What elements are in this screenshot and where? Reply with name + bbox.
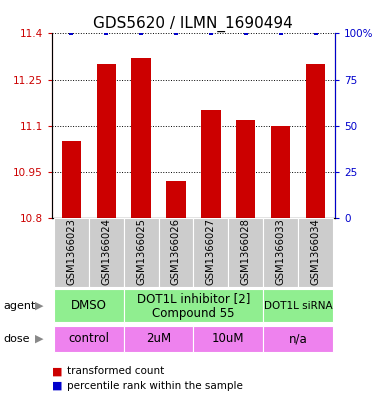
Text: GSM1366026: GSM1366026: [171, 218, 181, 285]
Bar: [54, 289, 124, 322]
Text: ■: ■: [52, 381, 62, 391]
Text: percentile rank within the sample: percentile rank within the sample: [67, 381, 243, 391]
Bar: [193, 218, 228, 287]
Text: GSM1366027: GSM1366027: [206, 218, 216, 285]
Bar: [97, 64, 116, 218]
Text: GSM1366025: GSM1366025: [136, 218, 146, 285]
Bar: [124, 326, 193, 352]
Bar: [62, 141, 81, 218]
Bar: [263, 218, 298, 287]
Bar: [89, 218, 124, 287]
Bar: [236, 119, 256, 218]
Bar: [271, 126, 290, 218]
Bar: [263, 326, 333, 352]
Bar: [124, 289, 263, 322]
Text: transformed count: transformed count: [67, 366, 165, 376]
Text: GSM1366023: GSM1366023: [66, 218, 76, 285]
Text: GSM1366034: GSM1366034: [311, 218, 321, 285]
Text: dose: dose: [4, 334, 30, 344]
Text: control: control: [68, 332, 109, 345]
Text: DMSO: DMSO: [71, 299, 107, 312]
Bar: [166, 181, 186, 218]
Bar: [306, 64, 325, 218]
Text: DOT1L inhibitor [2]
Compound 55: DOT1L inhibitor [2] Compound 55: [137, 292, 250, 320]
Bar: [228, 218, 263, 287]
Bar: [159, 218, 194, 287]
Text: 10uM: 10uM: [212, 332, 244, 345]
Text: GDS5620 / ILMN_1690494: GDS5620 / ILMN_1690494: [93, 16, 292, 32]
Bar: [54, 218, 89, 287]
Text: DOT1L siRNA: DOT1L siRNA: [264, 301, 333, 310]
Text: GSM1366033: GSM1366033: [276, 218, 286, 285]
Text: 2uM: 2uM: [146, 332, 171, 345]
Bar: [193, 326, 263, 352]
Text: GSM1366028: GSM1366028: [241, 218, 251, 285]
Bar: [131, 58, 151, 218]
Text: GSM1366024: GSM1366024: [101, 218, 111, 285]
Bar: [298, 218, 333, 287]
Bar: [124, 218, 159, 287]
Bar: [263, 289, 333, 322]
Text: n/a: n/a: [289, 332, 308, 345]
Text: ▶: ▶: [35, 301, 43, 310]
Text: ■: ■: [52, 366, 62, 376]
Text: agent: agent: [4, 301, 36, 310]
Text: ▶: ▶: [35, 334, 43, 344]
Bar: [54, 326, 124, 352]
Bar: [201, 110, 221, 218]
